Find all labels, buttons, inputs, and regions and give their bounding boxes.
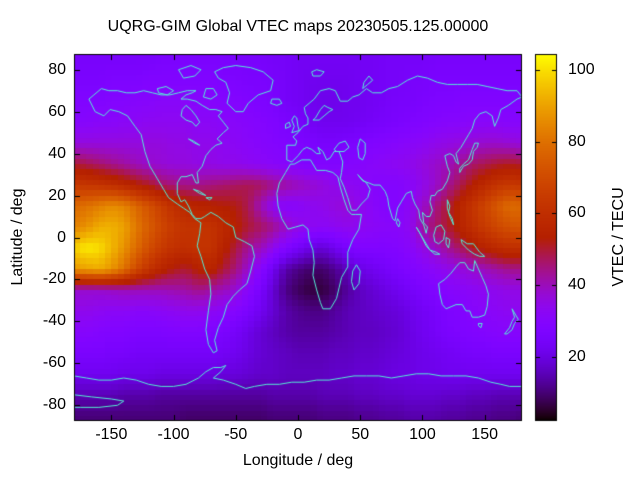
x-axis-label: Longitude / deg <box>242 452 354 469</box>
x-tick-label: -50 <box>224 426 248 443</box>
y-tick-label: -80 <box>42 396 66 414</box>
y-tick-label: 40 <box>48 144 66 162</box>
colorbar-tick-label: 60 <box>568 204 586 222</box>
colorbar-tick-label: 20 <box>568 347 586 365</box>
x-tick-label: 150 <box>471 426 499 443</box>
colorbar-label: VTEC / TECU <box>610 187 627 287</box>
y-tick-label: 0 <box>57 228 66 246</box>
y-axis-label: Latitude / deg <box>9 188 26 286</box>
y-tick-label: 20 <box>48 186 66 204</box>
y-tick-label: 60 <box>48 102 66 120</box>
y-tick-label: 80 <box>48 60 66 78</box>
x-tick-label: 0 <box>293 426 303 443</box>
chart-title: UQRG-GIM Global VTEC maps 20230505.125.0… <box>107 18 489 35</box>
colorbar-tick-label: 80 <box>568 132 586 150</box>
y-tick-label: -40 <box>42 312 66 330</box>
x-tick-label: 50 <box>351 426 370 443</box>
x-tick-label: -100 <box>157 426 190 443</box>
colorbar-tick-label: 40 <box>568 275 586 293</box>
y-tick-label: -20 <box>42 270 66 288</box>
x-tick-label: -150 <box>95 426 128 443</box>
colorbar-tick-label: 100 <box>568 61 595 79</box>
y-tick-label: -60 <box>42 354 66 372</box>
x-tick-label: 100 <box>409 426 436 443</box>
